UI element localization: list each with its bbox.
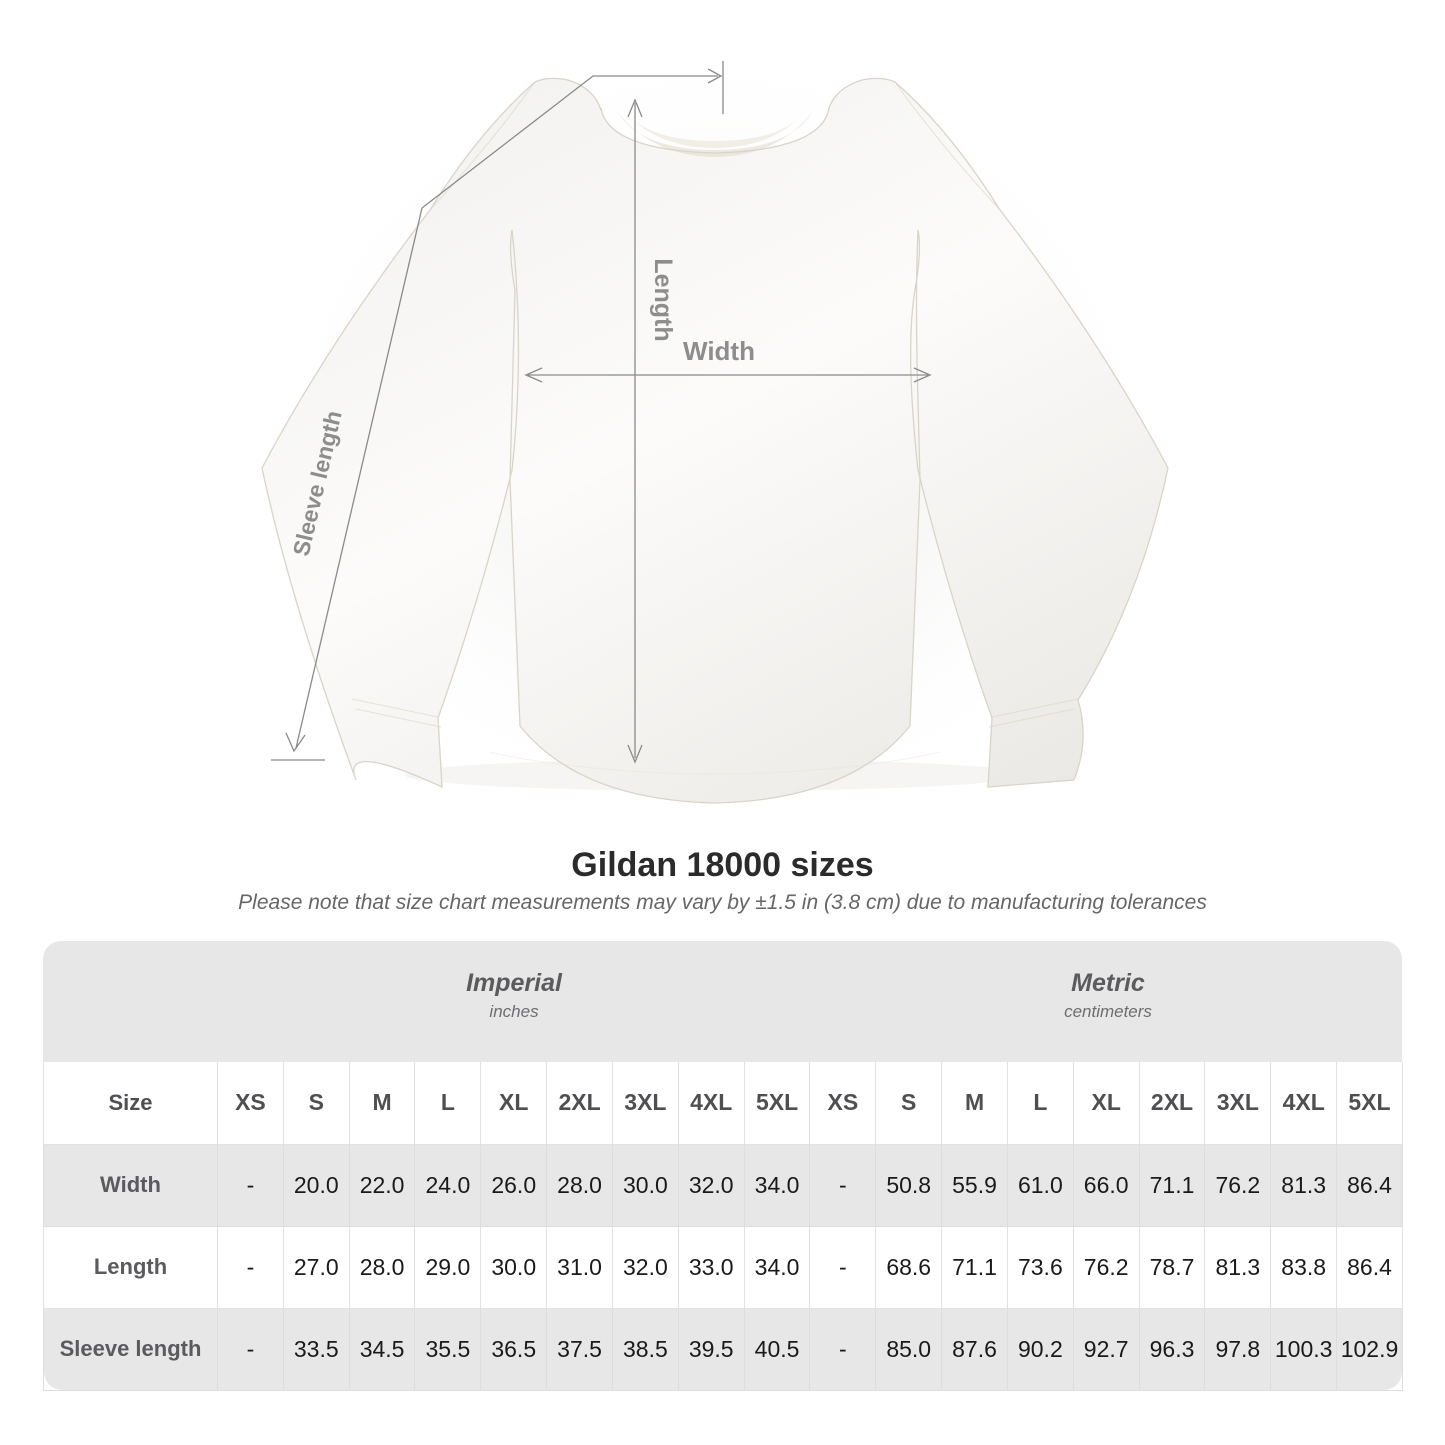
svg-text:Width: Width	[683, 336, 755, 366]
svg-text:Length: Length	[649, 258, 677, 341]
